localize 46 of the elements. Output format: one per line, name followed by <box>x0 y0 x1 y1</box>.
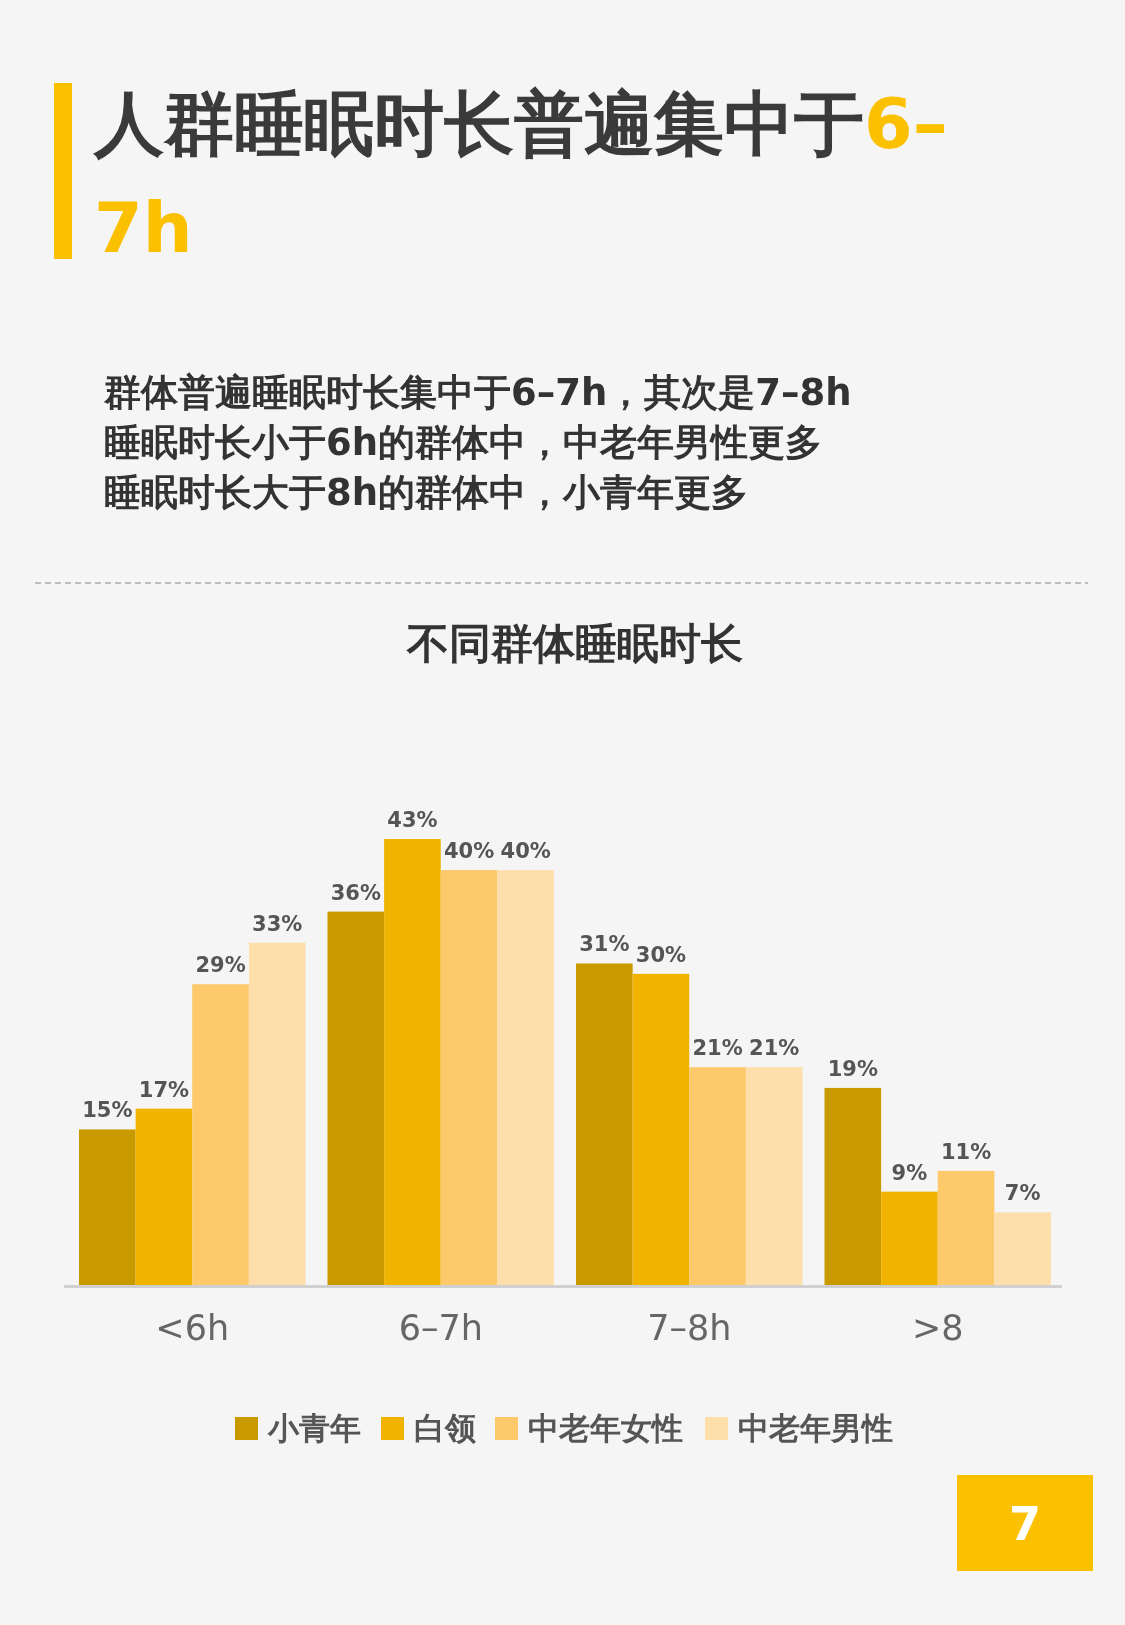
bar <box>937 1170 995 1285</box>
data-label: 31% <box>579 932 630 957</box>
bar <box>79 1129 136 1285</box>
x-tick-label: 7–8h <box>647 1308 732 1348</box>
legend-label: 中老年女性 <box>528 1410 683 1446</box>
text: 7 <box>1008 1497 1042 1551</box>
bar <box>384 839 441 1285</box>
bar <box>994 1212 1051 1285</box>
x-tick-label: <6h <box>155 1308 230 1348</box>
text: 睡眠时长小于6h的群体中，中老年男性更多 <box>104 420 824 466</box>
bar <box>248 942 306 1285</box>
bar <box>440 870 498 1285</box>
bar <box>824 1087 882 1285</box>
data-label: 40% <box>443 839 495 864</box>
legend-label: 小青年 <box>267 1410 361 1446</box>
chart-subtitle: 群体普遍睡眠时长集中于6–7h，其次是7–8h <box>104 370 853 416</box>
bar <box>192 984 249 1285</box>
chart-title: 人群睡眠时长普遍集中于6–7h <box>94 83 948 269</box>
data-label: 30% <box>635 942 687 967</box>
data-label: 33% <box>252 911 303 936</box>
legend-label: 白领 <box>414 1410 476 1446</box>
data-label: 7% <box>1004 1181 1041 1206</box>
bar <box>576 963 633 1285</box>
data-label: 43% <box>387 808 438 832</box>
data-label: 11% <box>940 1139 992 1164</box>
data-label: 29% <box>195 953 246 978</box>
bar <box>135 1108 193 1285</box>
bar <box>327 911 385 1285</box>
bar <box>881 1191 938 1285</box>
data-label: 21% <box>692 1036 743 1061</box>
bar <box>745 1067 803 1285</box>
bar <box>497 870 554 1285</box>
data-label: 9% <box>891 1160 928 1185</box>
data-label: 19% <box>827 1056 878 1081</box>
data-label: 21% <box>749 1036 800 1061</box>
legend-label: 中老年男性 <box>738 1410 893 1446</box>
text: 不同群体睡眠时长 <box>406 619 743 668</box>
text: 睡眠时长大于8h的群体中，小青年更多 <box>104 470 750 516</box>
x-tick-label: >8 <box>911 1308 964 1348</box>
data-label: 17% <box>138 1077 190 1102</box>
x-tick-label: 6–7h <box>398 1308 483 1348</box>
bar <box>689 1067 746 1285</box>
data-label: 40% <box>500 839 551 864</box>
data-label: 15% <box>82 1098 133 1123</box>
bar <box>632 973 690 1285</box>
data-label: 36% <box>330 880 381 905</box>
